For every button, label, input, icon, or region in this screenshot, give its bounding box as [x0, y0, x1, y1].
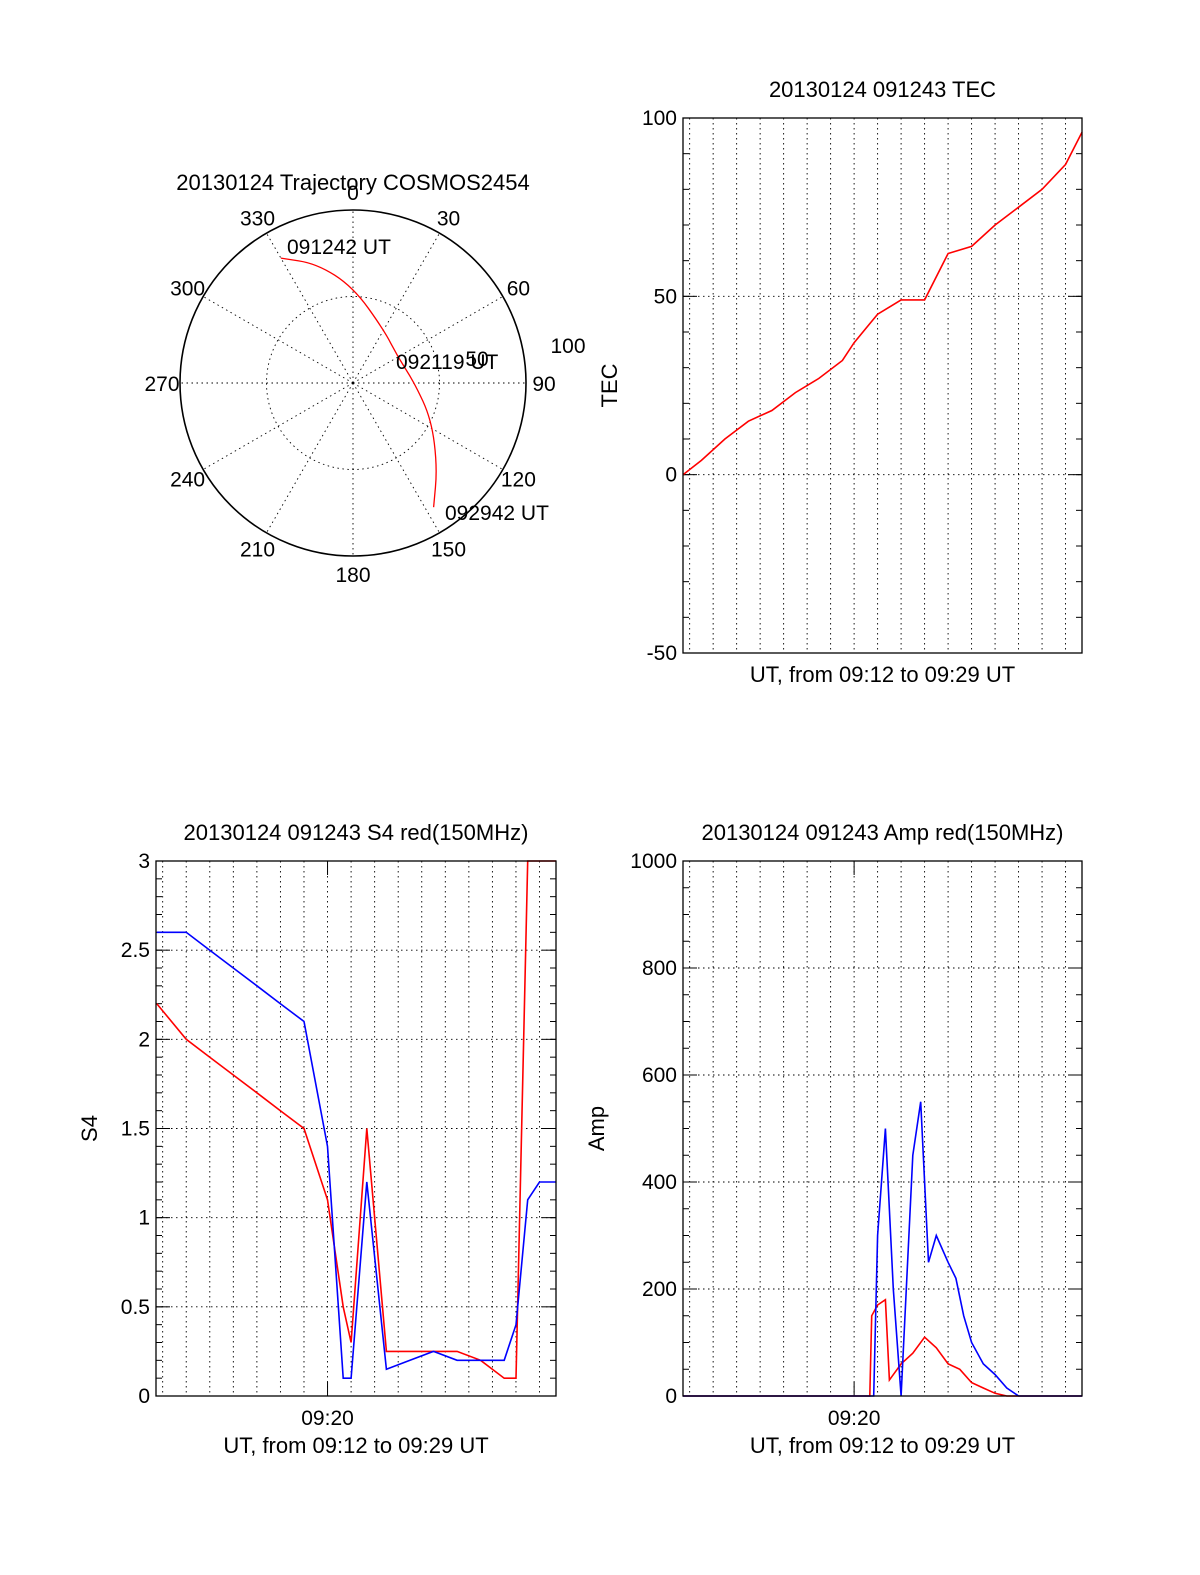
y-tick-label: 3 [138, 850, 150, 873]
y-tick-label: 0 [665, 464, 677, 487]
radial-grid-line [202, 296, 354, 384]
azimuth-label: 90 [532, 373, 555, 396]
azimuth-label: 150 [431, 538, 466, 561]
y-tick-label: 1 [138, 1207, 150, 1230]
azimuth-label: 330 [240, 208, 275, 231]
radial-grid-line [352, 296, 504, 384]
series-line [682, 131, 1083, 476]
trajectory-end-label: 092942 UT [445, 502, 549, 525]
y-tick-label: 0.5 [121, 1296, 150, 1319]
trajectory-mid-label: 092119 UT [396, 351, 499, 374]
chart-title: 20130124 Trajectory COSMOS2454 [176, 170, 529, 195]
azimuth-label: 300 [170, 278, 205, 301]
y-tick-label: 200 [642, 1278, 677, 1301]
s4-line-chart: 20130124 091243 S4 red(150MHz) 0 0.5 1 1.5 2 2… [77, 820, 557, 1458]
series-line [156, 860, 556, 1379]
y-axis-label: TEC [597, 363, 622, 407]
y-tick-label: 100 [642, 107, 677, 130]
series-line [683, 1101, 1082, 1397]
chart-title: 20130124 091243 S4 red(150MHz) [184, 820, 529, 845]
plot-frame [155, 860, 557, 1397]
x-tick-label: 09:20 [828, 1407, 881, 1430]
azimuth-label: 30 [437, 208, 460, 231]
y-tick-label: 50 [654, 285, 677, 308]
azimuth-label: 180 [335, 564, 370, 587]
y-tick-label: -50 [647, 642, 677, 665]
azimuth-label: 60 [507, 278, 530, 301]
y-tick-label: 2 [138, 1028, 150, 1051]
x-axis-label: UT, from 09:12 to 09:29 UT [223, 1433, 488, 1458]
y-tick-label: 0 [138, 1385, 150, 1408]
radius-label: 100 [550, 335, 585, 358]
y-tick-label: 1.5 [121, 1118, 150, 1141]
series-line [683, 1298, 1082, 1397]
y-tick-label: 400 [642, 1171, 677, 1194]
series-line [156, 931, 556, 1379]
y-axis-label: Amp [584, 1106, 609, 1151]
radial-grid-line [202, 382, 354, 470]
radial-grid-line [352, 382, 440, 534]
radial-grid-line [266, 382, 354, 534]
x-axis-label: UT, from 09:12 to 09:29 UT [750, 662, 1015, 687]
radial-grid-line [352, 382, 504, 470]
azimuth-label: 270 [144, 373, 179, 396]
y-tick-label: 0 [665, 1385, 677, 1408]
tec-line-chart: 20130124 091243 TEC -50 0 50 100 UT, from 09:… [597, 77, 1083, 687]
y-tick-label: 600 [642, 1064, 677, 1087]
radius-label: 50 [465, 348, 488, 371]
azimuth-label: 0 [347, 182, 359, 205]
y-tick-label: 800 [642, 957, 677, 980]
trajectory-start-label: 091242 UT [287, 236, 391, 259]
trajectory-line [280, 257, 437, 508]
azimuth-label: 210 [240, 538, 275, 561]
x-axis-label: UT, from 09:12 to 09:29 UT [750, 1433, 1015, 1458]
azimuth-label: 120 [501, 469, 536, 492]
outer-circle [179, 209, 527, 557]
radial-grid-line [352, 232, 440, 384]
x-tick-label: 09:20 [301, 1407, 354, 1430]
y-axis-label: S4 [77, 1115, 102, 1142]
chart-title: 20130124 091243 TEC [769, 77, 996, 102]
radial-grid-line [266, 232, 354, 384]
plot-frame [682, 117, 1083, 654]
y-tick-label: 2.5 [121, 939, 150, 962]
y-tick-label: 1000 [630, 850, 677, 873]
amp-line-chart: 20130124 091243 Amp red(150MHz) 0 200 400 60… [584, 820, 1083, 1458]
azimuth-label: 240 [170, 469, 205, 492]
chart-title: 20130124 091243 Amp red(150MHz) [701, 820, 1063, 845]
plot-frame [682, 860, 1083, 1397]
